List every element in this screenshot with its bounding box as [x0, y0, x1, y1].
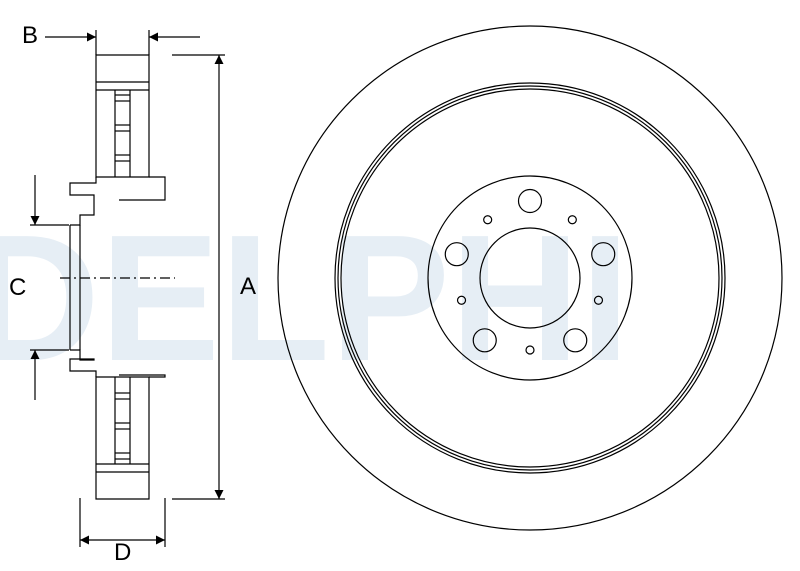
dimension-label-C: C [9, 274, 26, 301]
dimension-label-D: D [114, 539, 131, 566]
dimension-label-B: B [22, 22, 38, 49]
friction-ring-top [96, 55, 149, 177]
dimension-label-A: A [240, 273, 256, 300]
brake-disc-diagram: DELPHIABCD [0, 0, 800, 571]
